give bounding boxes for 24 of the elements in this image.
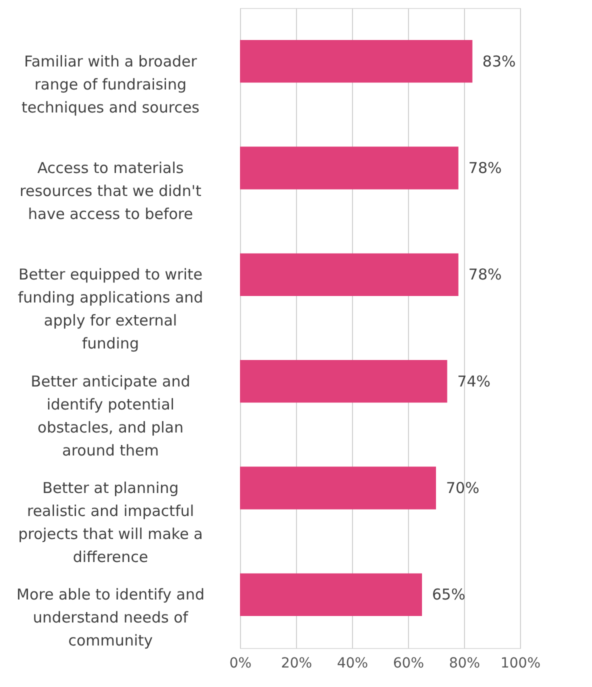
x-tick-label: 20% (280, 656, 312, 672)
x-tick-label: 80% (448, 656, 480, 672)
y-tick-label: Better equipped to write funding applications and apply for external funding (18, 266, 204, 353)
bar (240, 360, 448, 403)
y-tick-label: Familiar with a broader range of fundraising techniques and sources (22, 52, 200, 116)
data-label: 78% (468, 266, 502, 284)
data-label: 65% (432, 586, 466, 604)
bar (240, 40, 472, 83)
y-tick-label: Better at planning realistic and impactful projects that will make a difference (18, 479, 203, 566)
x-tick-label: 0% (229, 656, 252, 672)
bar (240, 466, 436, 510)
y-tick-label: Better anticipate and identify potential obstacles, and plan around them (30, 372, 190, 460)
data-label: 83% (482, 52, 516, 70)
x-tick-label: 60% (392, 656, 424, 672)
y-tick-label: Access to materials resources that we didn't have access to before (20, 159, 202, 223)
data-label: 74% (457, 372, 491, 390)
bar (240, 573, 422, 616)
bar (240, 146, 458, 190)
bar (240, 253, 458, 296)
data-label: 70% (446, 479, 480, 497)
x-tick-label: 40% (336, 656, 368, 672)
y-tick-label: More able to identify and understand needs of community (16, 586, 205, 650)
data-label: 78% (468, 159, 502, 177)
x-tick-label: 100% (500, 656, 541, 672)
